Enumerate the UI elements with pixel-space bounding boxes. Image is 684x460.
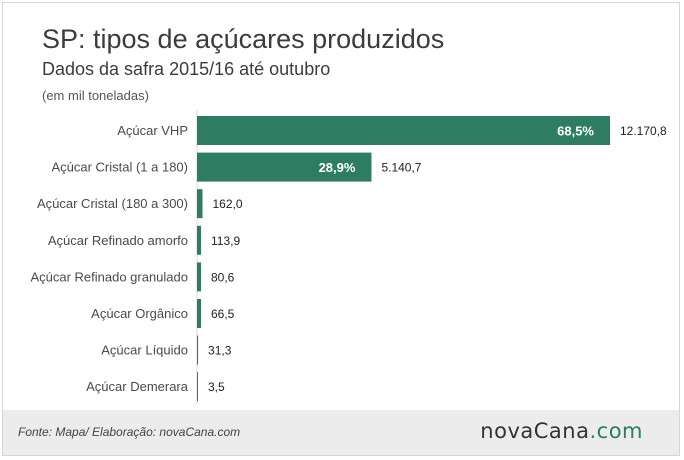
- bar: [197, 299, 201, 328]
- value-label: 12.170,8: [620, 124, 667, 138]
- category-label: Açúcar Orgânico: [91, 306, 188, 321]
- value-label: 162,0: [212, 197, 242, 211]
- bar: [197, 225, 201, 255]
- category-label: Açúcar Refinado granulado: [30, 269, 188, 284]
- novacana-logo: novaCana.com: [480, 419, 643, 443]
- chart-title: SP: tipos de açúcares produzidos: [42, 24, 445, 54]
- chart-subtitle: Dados da safra 2015/16 até outubro: [42, 59, 331, 79]
- percent-label: 68,5%: [557, 124, 594, 139]
- value-label: 31,3: [208, 344, 232, 358]
- value-label: 113,9: [211, 234, 240, 248]
- footer-bar: Fonte: Mapa/ Elaboração: novaCana.com no…: [3, 410, 679, 455]
- logo-suffix: .com: [589, 419, 643, 443]
- value-label: 80,6: [211, 270, 235, 284]
- category-label: Açúcar Cristal (1 a 180): [51, 160, 188, 175]
- value-label: 66,5: [211, 307, 235, 321]
- category-label: Açúcar Cristal (180 a 300): [37, 196, 188, 211]
- bar: [197, 262, 201, 292]
- category-label: Açúcar Líquido: [101, 343, 188, 358]
- source-text: Fonte: Mapa/ Elaboração: novaCana.com: [18, 425, 241, 439]
- bar: [197, 116, 610, 145]
- category-label: Açúcar VHP: [117, 123, 188, 138]
- bar-chart: Açúcar VHP 12.170,8 68,5% Açúcar Cristal (1…: [30, 110, 667, 404]
- unit-label: (em mil toneladas): [42, 88, 149, 103]
- chart-frame: [2, 2, 680, 456]
- bar: [197, 372, 198, 402]
- bar: [197, 335, 199, 365]
- value-label: 3,5: [208, 380, 225, 394]
- percent-label: 28,9%: [319, 160, 356, 175]
- bar: [197, 152, 372, 182]
- value-label: 5.140,7: [381, 161, 421, 175]
- bar: [197, 189, 203, 219]
- logo-text: novaCana: [480, 419, 590, 443]
- category-label: Açúcar Demerara: [86, 379, 189, 394]
- category-label: Açúcar Refinado amorfo: [48, 233, 188, 248]
